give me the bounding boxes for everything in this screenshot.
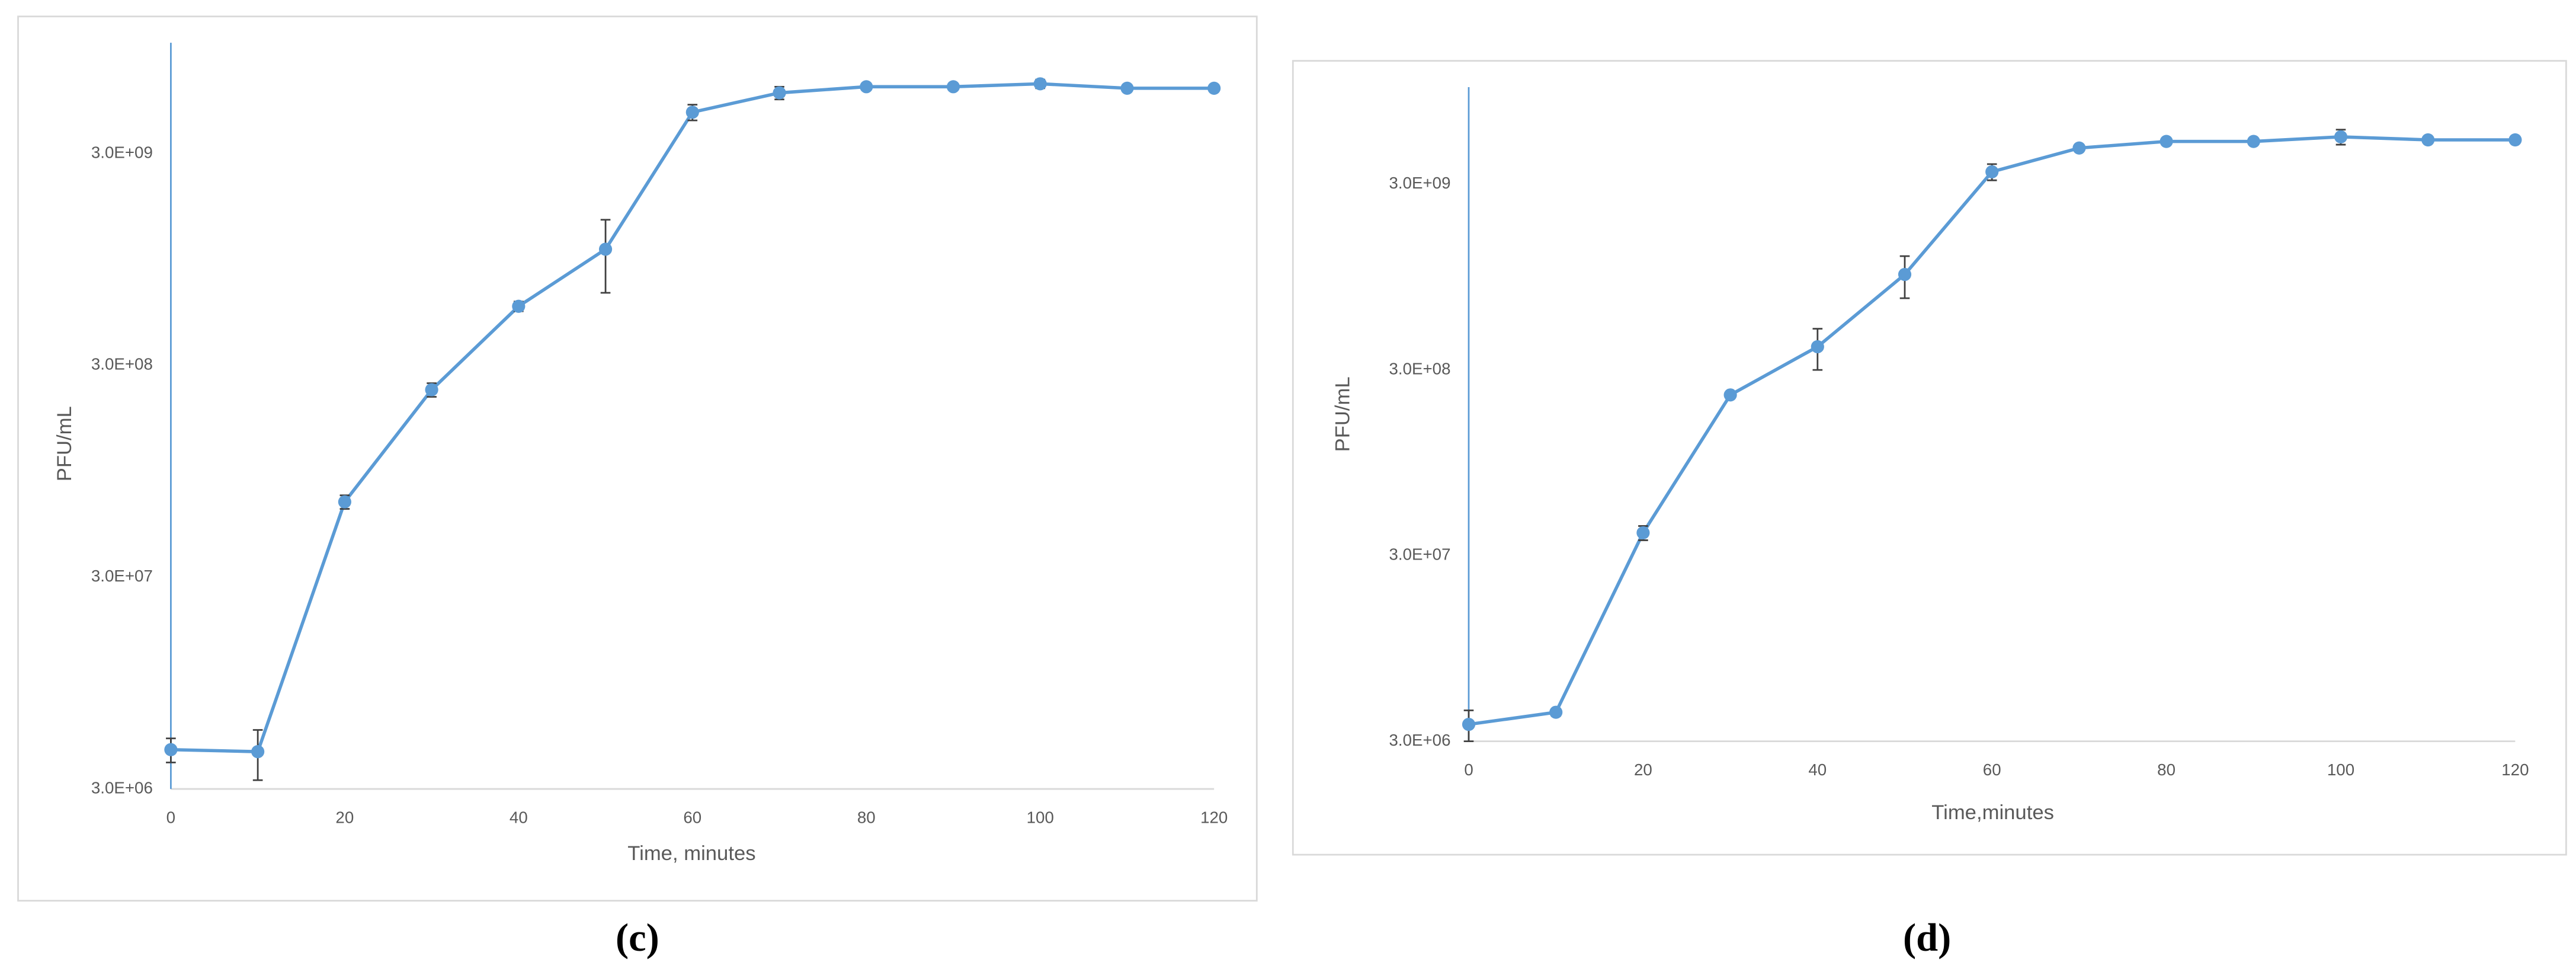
x-tick-label: 80 bbox=[857, 808, 876, 826]
x-tick-label: 20 bbox=[1634, 760, 1652, 779]
x-tick-label: 120 bbox=[2501, 760, 2529, 779]
x-tick-label: 40 bbox=[510, 808, 528, 826]
data-point bbox=[598, 242, 613, 256]
x-tick-label: 0 bbox=[1464, 760, 1473, 779]
data-point bbox=[251, 745, 265, 759]
data-point bbox=[2334, 130, 2348, 143]
y-tick-label: 3.0E+09 bbox=[1389, 174, 1450, 192]
data-point bbox=[946, 80, 960, 94]
error-bar bbox=[600, 219, 611, 294]
x-tick-label: 20 bbox=[335, 808, 354, 826]
data-point bbox=[773, 86, 786, 100]
data-point bbox=[425, 383, 438, 397]
data-point bbox=[860, 80, 873, 94]
data-point bbox=[1120, 81, 1134, 95]
y-tick-label: 3.0E+08 bbox=[1389, 359, 1450, 378]
data-point bbox=[685, 106, 699, 119]
series-line bbox=[171, 82, 1215, 753]
data-point bbox=[1549, 705, 1563, 719]
data-point bbox=[1898, 267, 1912, 282]
data-point bbox=[1985, 165, 1999, 178]
data-point bbox=[1462, 718, 1476, 731]
y-tick-label: 3.0E+06 bbox=[1389, 731, 1450, 749]
data-point bbox=[2421, 133, 2435, 147]
chart-frame bbox=[1292, 60, 2567, 856]
x-tick-label: 40 bbox=[1808, 760, 1827, 779]
data-point bbox=[1207, 81, 1221, 95]
data-point bbox=[2072, 141, 2086, 155]
x-tick-label: 100 bbox=[2327, 760, 2354, 779]
x-tick-label: 60 bbox=[1983, 760, 2001, 779]
chart-frame bbox=[17, 15, 1258, 902]
y-axis-label: PFU/mL bbox=[53, 406, 76, 481]
data-point bbox=[1033, 77, 1047, 91]
x-tick-label: 100 bbox=[1027, 808, 1054, 826]
y-tick-label: 3.0E+07 bbox=[1389, 545, 1450, 564]
x-tick-label: 0 bbox=[166, 808, 175, 826]
caption: (d) bbox=[1903, 916, 1951, 960]
data-point bbox=[2508, 133, 2522, 147]
data-point bbox=[2247, 135, 2260, 148]
x-tick-label: 60 bbox=[683, 808, 701, 826]
series-line bbox=[1468, 135, 2516, 726]
y-axis-label: PFU/mL bbox=[1331, 376, 1354, 452]
data-point bbox=[2160, 135, 2173, 148]
data-point bbox=[164, 743, 178, 756]
y-tick-label: 3.0E+07 bbox=[91, 567, 153, 585]
y-tick-label: 3.0E+09 bbox=[91, 143, 153, 161]
x-axis-label: Time, minutes bbox=[627, 842, 755, 865]
y-tick-label: 3.0E+06 bbox=[91, 778, 153, 797]
data-point bbox=[338, 495, 351, 509]
x-tick-label: 80 bbox=[2157, 760, 2175, 779]
data-point bbox=[512, 299, 526, 313]
x-tick-label: 120 bbox=[1200, 808, 1228, 826]
data-point bbox=[1811, 340, 1824, 354]
y-tick-label: 3.0E+08 bbox=[91, 355, 153, 373]
data-point bbox=[1636, 526, 1650, 540]
x-axis-label: Time,minutes bbox=[1931, 801, 2054, 824]
caption: (c) bbox=[616, 916, 659, 960]
data-point bbox=[1723, 388, 1737, 402]
